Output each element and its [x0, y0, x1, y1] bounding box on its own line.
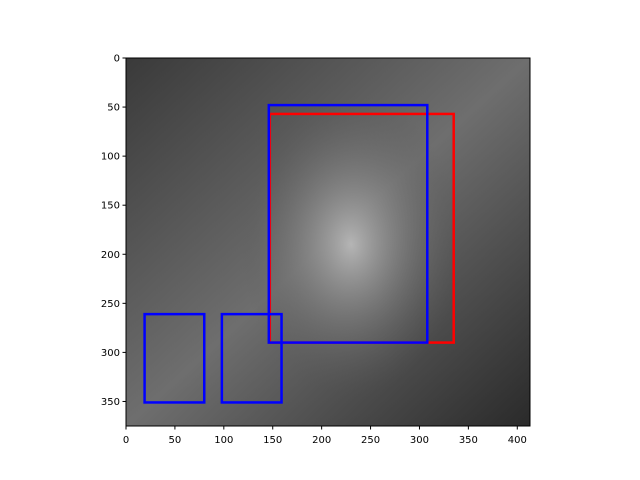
bounding-box	[220, 312, 283, 404]
y-tick-label: 100	[101, 152, 120, 163]
y-tick-label: 300	[101, 348, 120, 359]
axes-frame	[125, 57, 531, 427]
x-tick-label: 100	[214, 435, 233, 446]
x-tick-label: 300	[410, 435, 429, 446]
y-tick-label: 200	[101, 250, 120, 261]
x-tick-label: 50	[169, 435, 182, 446]
y-tick-label: 350	[101, 397, 120, 408]
x-tick-label: 250	[361, 435, 380, 446]
x-tick-label: 400	[508, 435, 527, 446]
y-tick-label: 50	[107, 103, 120, 114]
x-tick-label: 350	[459, 435, 478, 446]
image-figure	[240, 94, 461, 395]
bounding-box	[267, 103, 429, 344]
x-tick-label: 0	[123, 435, 129, 446]
y-tick-label: 250	[101, 299, 120, 310]
x-tick-label: 150	[263, 435, 282, 446]
y-tick-label: 150	[101, 201, 120, 212]
x-tick-label: 200	[312, 435, 331, 446]
bounding-box	[143, 312, 206, 404]
y-tick-label: 0	[114, 54, 120, 65]
